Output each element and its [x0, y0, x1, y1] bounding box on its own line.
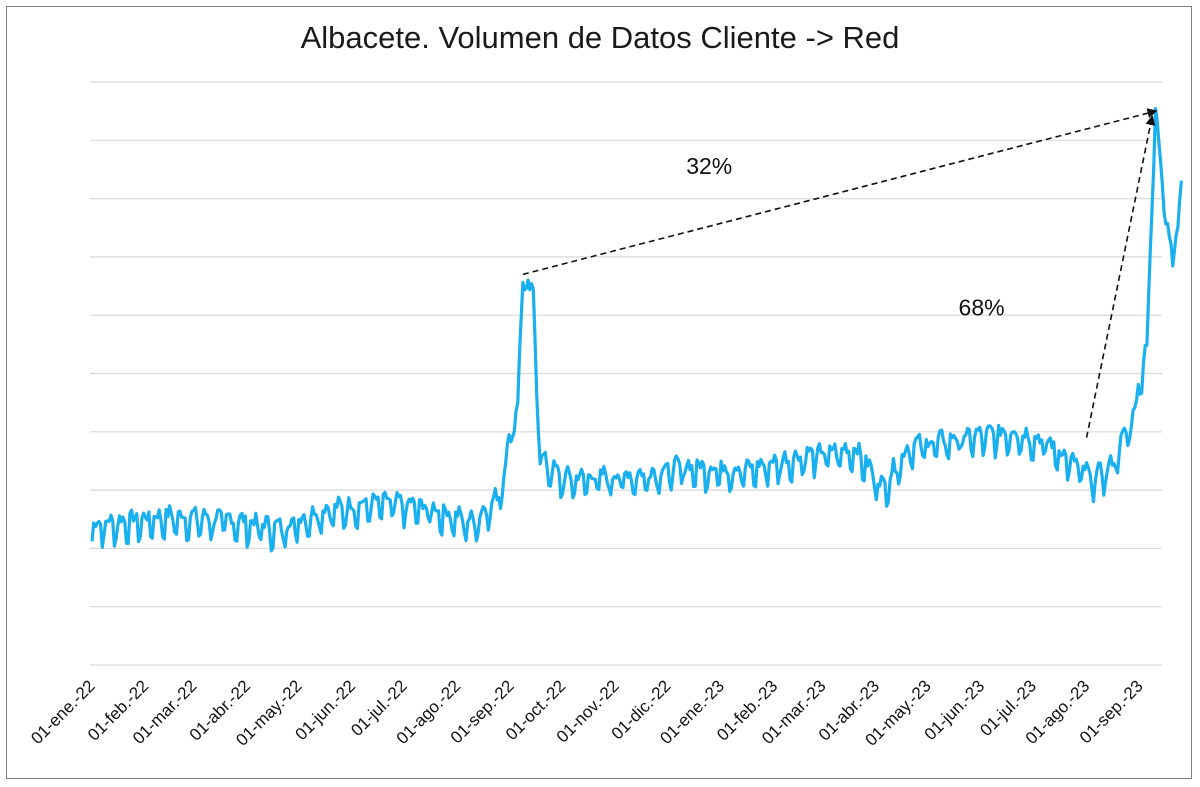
x-tick-label: 01-ene.-22: [27, 676, 99, 748]
x-axis-tick-labels: 01-ene.-2201-feb.-2201-mar.-2201-abr.-22…: [27, 676, 1147, 749]
chart-title: Albacete. Volumen de Datos Cliente -> Re…: [300, 20, 900, 55]
series-layer: [90, 107, 1183, 553]
annotation-label: 32%: [686, 153, 732, 179]
chart-frame: [6, 6, 1192, 779]
annotation-label: 68%: [959, 295, 1005, 321]
annotations-layer: 32% 68%: [522, 108, 1158, 438]
gridlines: [90, 81, 1162, 666]
annotation-arrow: [1085, 115, 1156, 438]
series-line: [90, 107, 1183, 553]
annotation-arrow: [522, 108, 1158, 276]
